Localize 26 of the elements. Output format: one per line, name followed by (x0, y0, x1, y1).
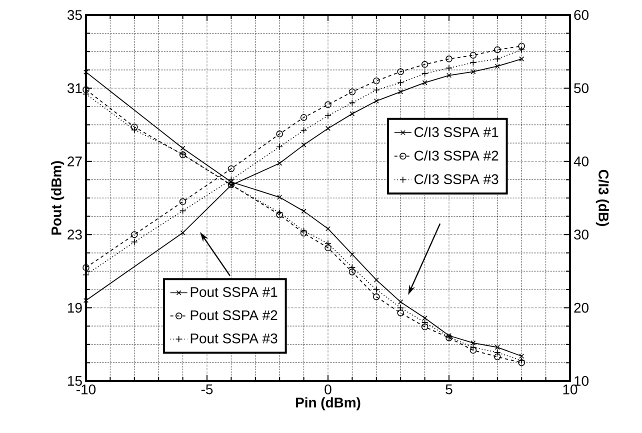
y2-tick-label: 60 (574, 10, 588, 20)
x-axis-title: Pin (dBm) (296, 397, 360, 410)
x-tick-label: 5 (446, 384, 452, 394)
y2-tick-label: 20 (574, 302, 588, 313)
legend-label: C/I3 SSPA #3 (414, 174, 498, 184)
legend-label: C/I3 SSPA #1 (414, 126, 498, 138)
y-tick-label: 31 (68, 83, 82, 94)
x-tick-label: 10 (563, 384, 578, 394)
y-tick-label: 35 (68, 10, 82, 20)
y-tick-label: 15 (68, 376, 82, 386)
x-tick-label: -5 (201, 384, 213, 394)
y2-tick-label: 10 (574, 376, 588, 386)
x-tick-label: 0 (324, 384, 332, 394)
y-tick-label: 27 (68, 156, 82, 166)
y2-tick-label: 30 (574, 230, 588, 240)
legend-label: Pout SSPA #1 (190, 287, 278, 297)
y-tick-label: 19 (68, 302, 82, 313)
legend-label: Pout SSPA #2 (190, 310, 278, 320)
y2-tick-label: 50 (574, 83, 588, 94)
y2-axis-title: C/I3 (dB) (596, 170, 609, 226)
y2-tick-label: 40 (574, 156, 588, 166)
y-tick-label: 23 (68, 230, 82, 240)
legend-label: Pout SSPA #3 (190, 333, 278, 344)
x-tick-label: -10 (76, 384, 96, 394)
y-axis-title: Pout (dBm) (51, 161, 64, 235)
legend-label: C/I3 SSPA #2 (414, 150, 498, 161)
